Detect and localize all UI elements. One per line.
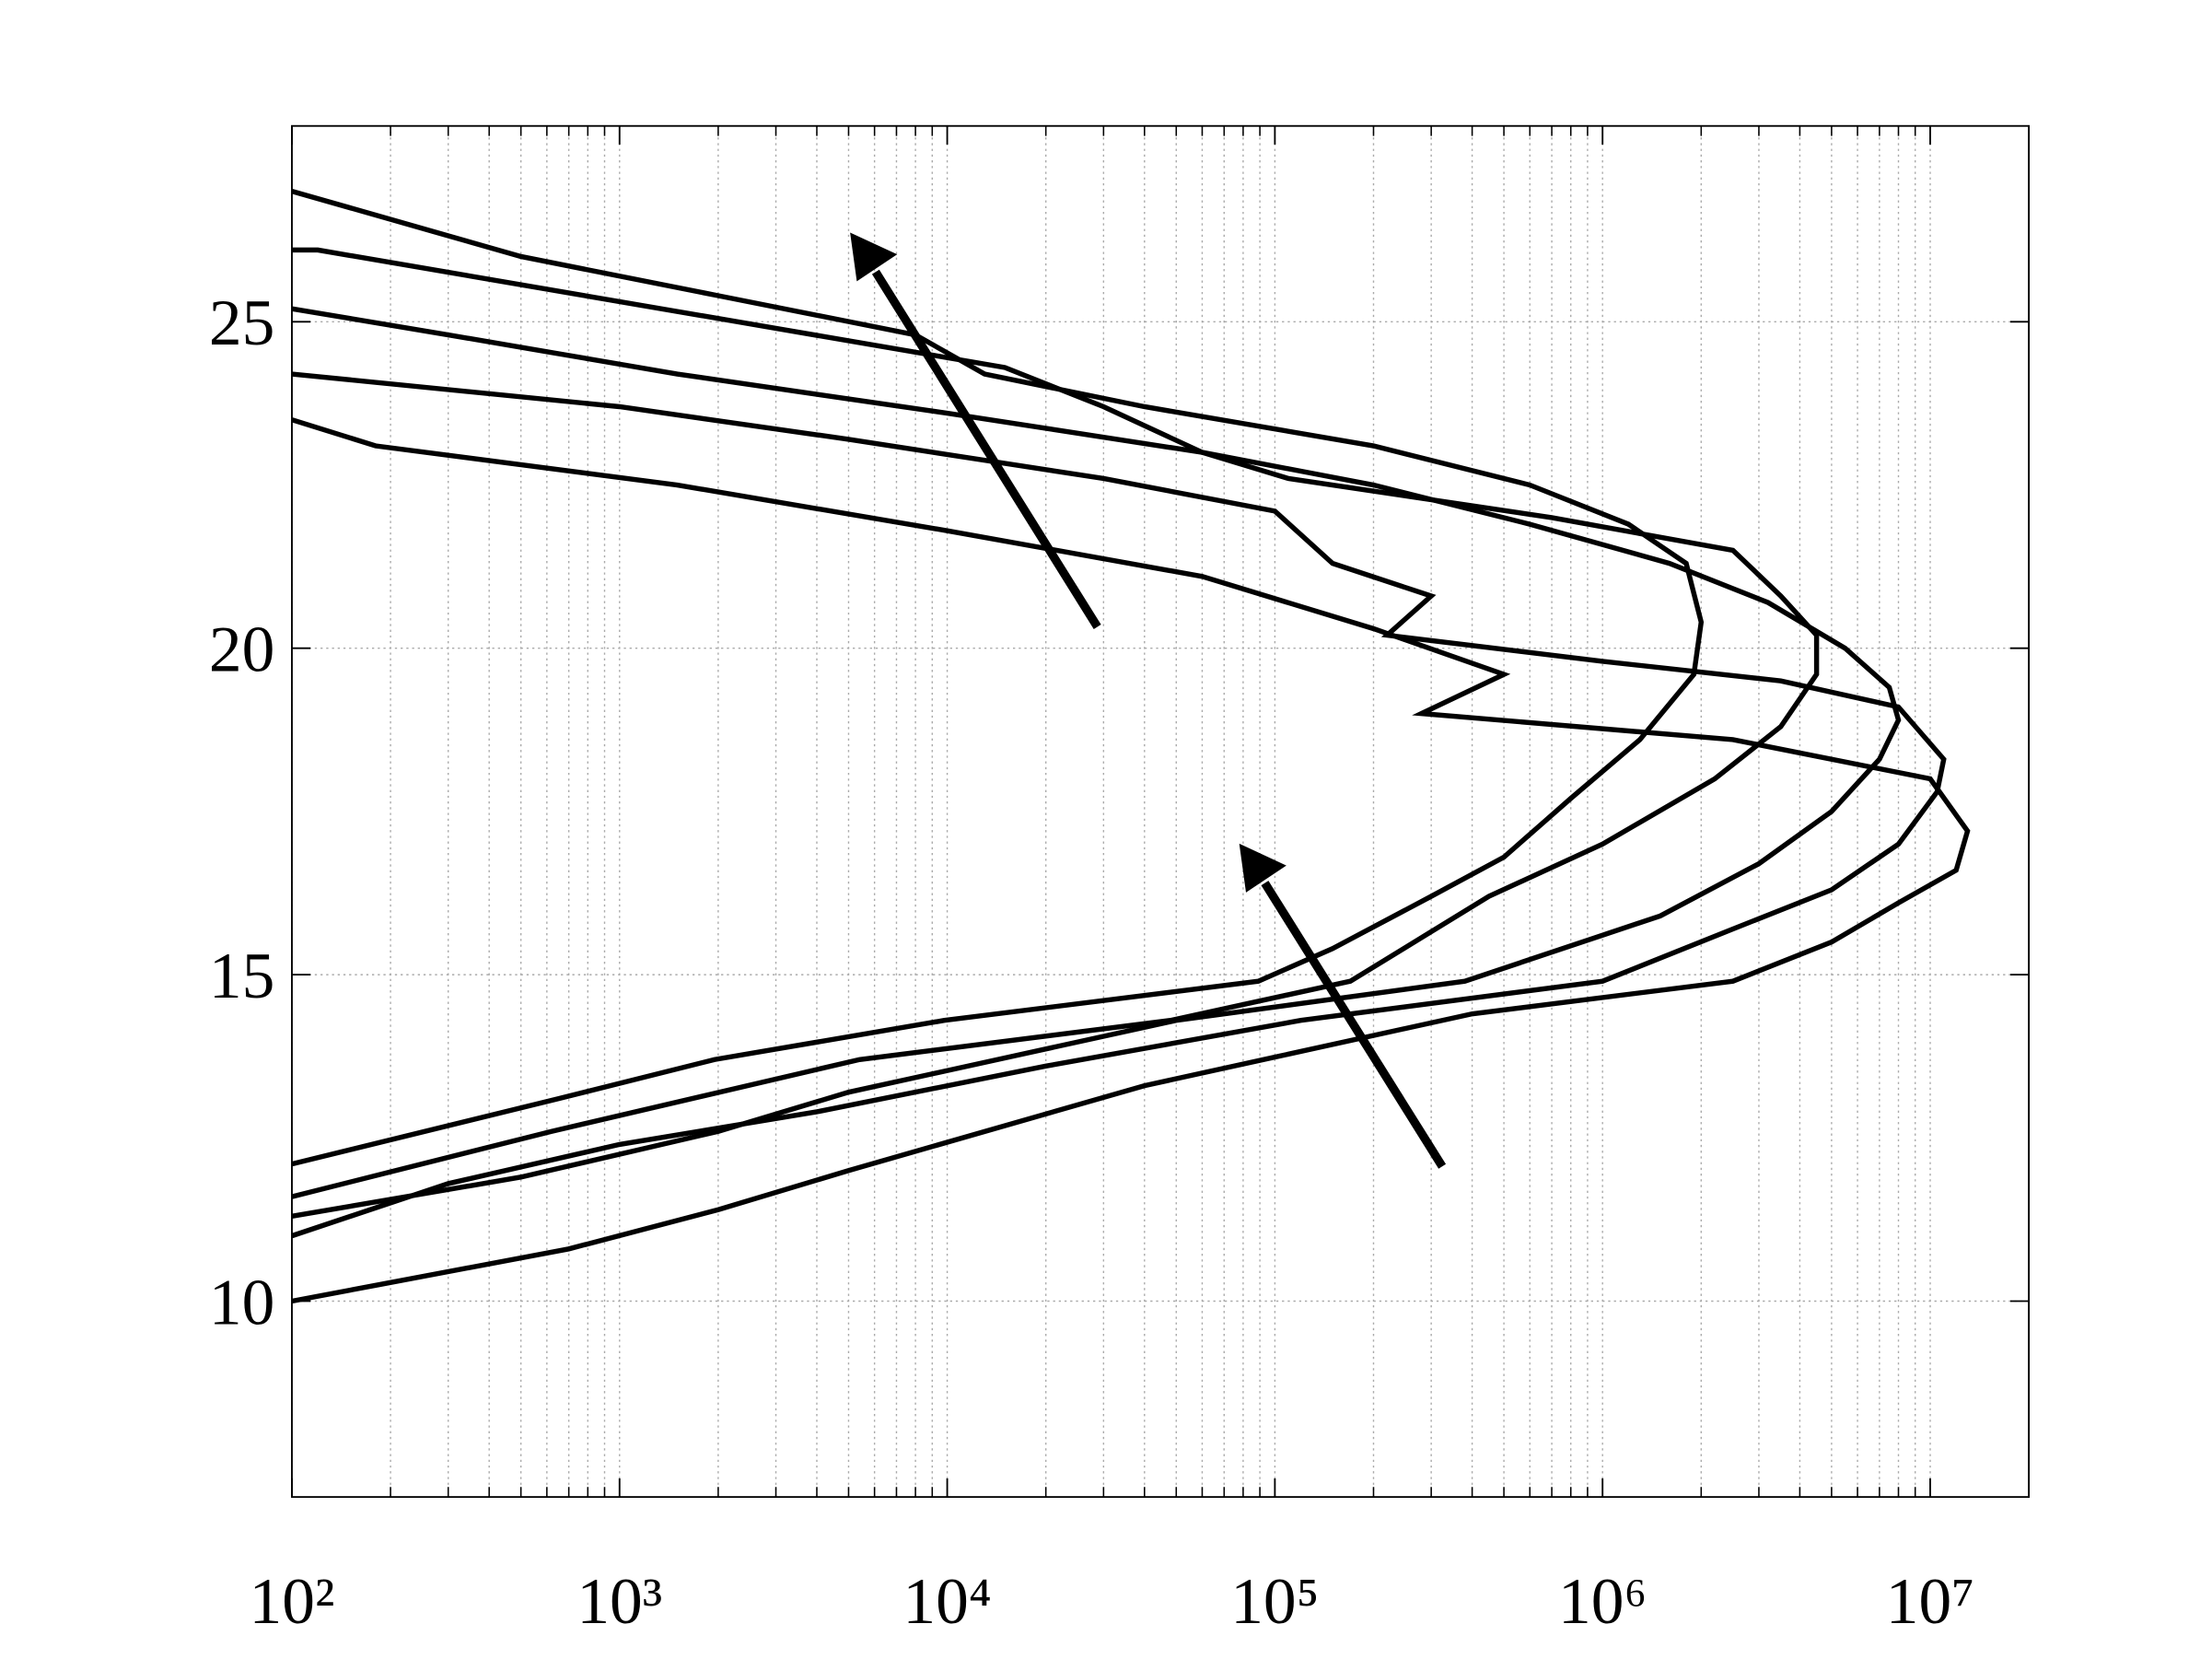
y-tick-label: 10 — [209, 1266, 274, 1338]
arrow — [1239, 843, 1447, 1169]
series-line — [291, 247, 1820, 1199]
x-tick-label: 10⁶ — [1558, 1565, 1647, 1638]
x-tick-label: 10⁵ — [1230, 1565, 1319, 1638]
plot-frame — [291, 124, 2031, 1499]
x-tick-label: 10⁷ — [1886, 1565, 1974, 1638]
grid — [291, 125, 2030, 1498]
arrow-head — [850, 232, 898, 282]
series-line — [291, 188, 1705, 1167]
x-tick-label: 10³ — [576, 1565, 662, 1638]
tick-labels: 10² 10³ 10⁴ 10⁵ 10⁶ 10⁷ 10 15 20 25 — [209, 286, 1974, 1638]
lines — [291, 188, 1971, 1304]
y-tick-label: 15 — [209, 940, 274, 1012]
x-tick-label: 10⁴ — [902, 1565, 991, 1638]
arrow-shaft — [1261, 881, 1447, 1169]
x-tick-label: 10² — [250, 1565, 335, 1638]
y-tick-label: 20 — [209, 613, 274, 686]
series-line — [291, 417, 1971, 1304]
series-line — [291, 371, 1947, 1239]
arrow-shaft — [871, 269, 1101, 629]
arrow — [850, 232, 1101, 629]
y-tick-label: 25 — [209, 286, 274, 359]
arrow-head — [1239, 843, 1286, 893]
